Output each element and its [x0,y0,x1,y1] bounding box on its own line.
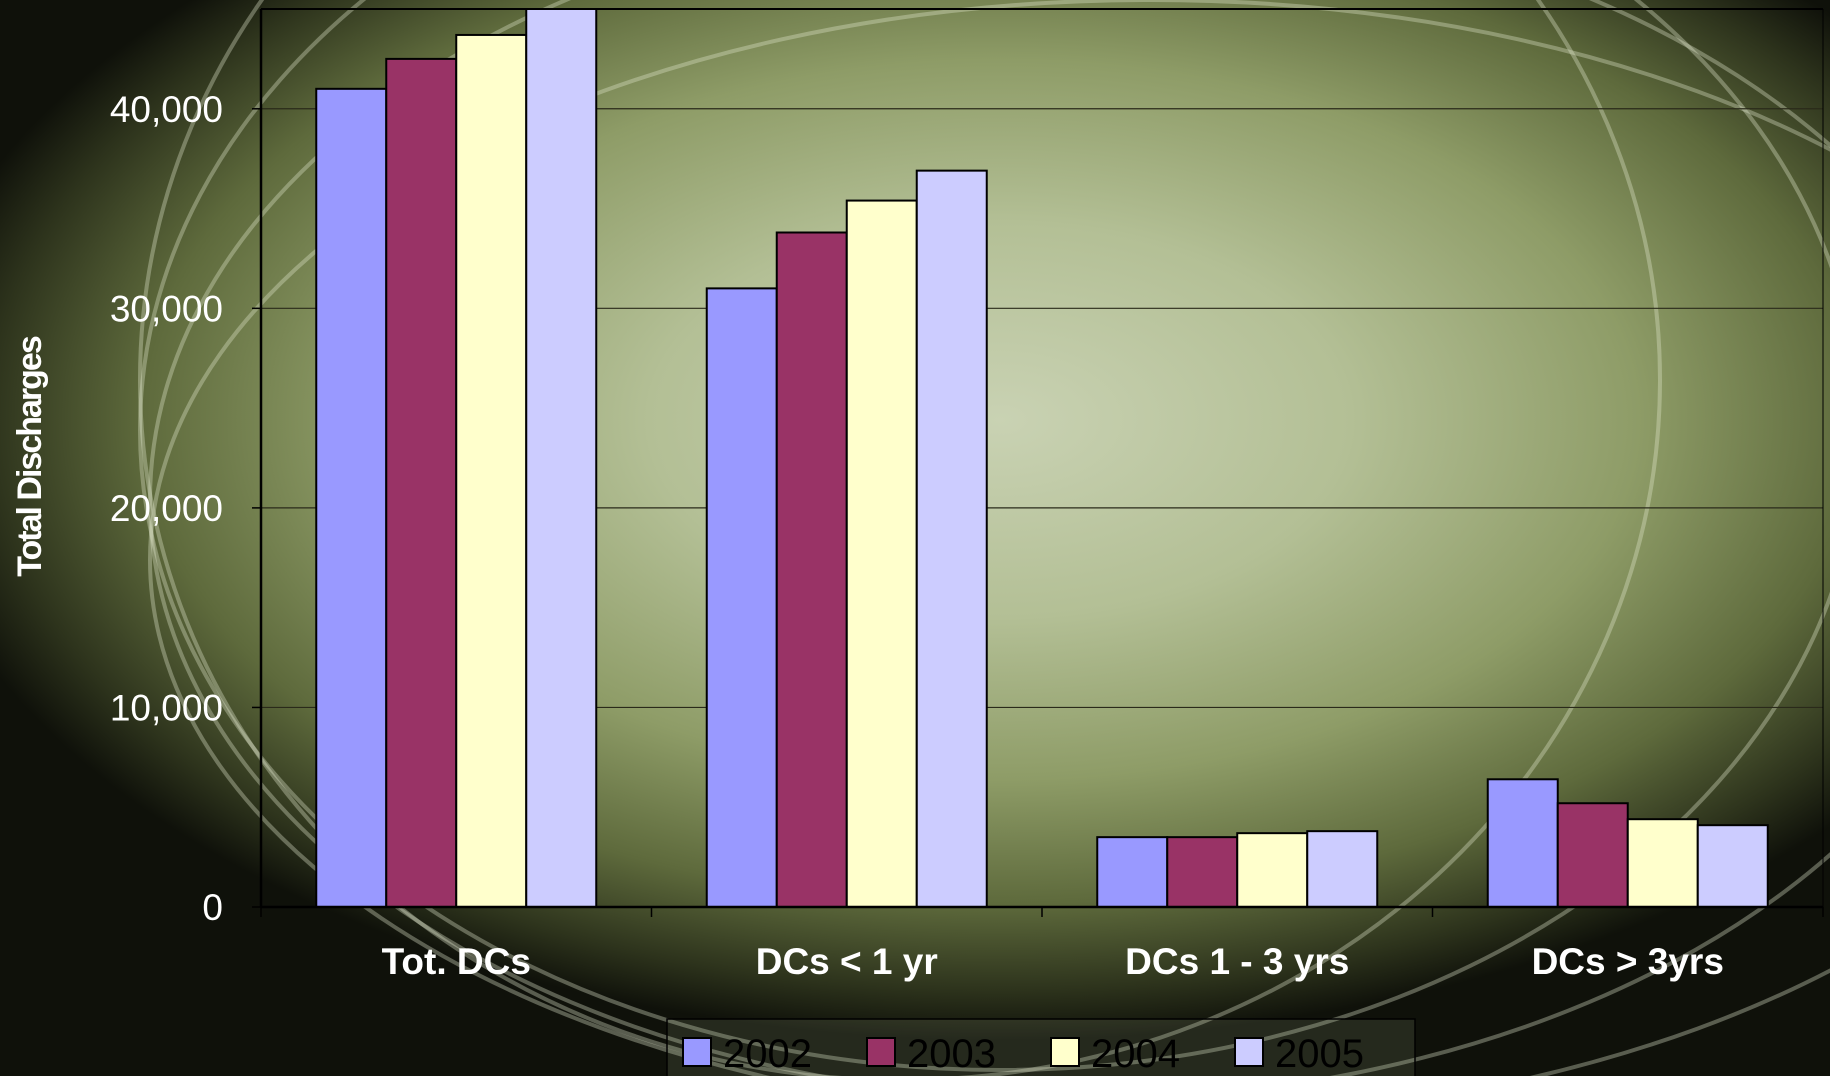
legend-swatch-2002 [682,1037,712,1067]
bar-2002 [315,87,388,909]
y-tick-label: 20,000 [110,488,223,529]
legend-label: 2005 [1275,1032,1364,1076]
y-tick-label: 30,000 [110,288,223,329]
legend: 2002 2003 2004 2005 [666,1018,1416,1076]
category-label: DCs < 1 yr [756,941,938,982]
bar-2002 [1486,778,1559,908]
legend-box [666,1018,1416,1076]
y-tick-label: 0 [202,887,223,928]
bar-2003 [385,57,458,908]
bar-2005 [915,169,988,908]
bar-2004 [1236,832,1309,908]
bar-2003 [1166,836,1239,909]
category-label: Tot. DCs [382,941,531,982]
bar-2003 [1556,802,1629,909]
bars [315,8,1769,909]
category-labels: Tot. DCs DCs < 1 yr DCs 1 - 3 yrs DCs > 3yr… [382,941,1724,982]
legend-label: 2003 [907,1032,996,1076]
axes [252,8,1824,917]
y-tick-labels: 0 10,000 20,000 30,000 40,000 [110,89,223,928]
category-label: DCs 1 - 3 yrs [1125,941,1349,982]
bar-2003 [775,231,848,909]
bar-2005 [1696,824,1769,909]
legend-swatch-2005 [1234,1037,1264,1067]
bar-2002 [1096,836,1169,909]
legend-label: 2004 [1091,1032,1180,1076]
bar-2002 [705,287,778,908]
bar-2004 [845,199,918,909]
y-tick-label: 10,000 [110,687,223,728]
y-tick-label: 40,000 [110,89,223,130]
category-label: DCs > 3yrs [1532,941,1724,982]
bar-2004 [455,33,528,909]
legend-swatch-2003 [866,1037,896,1067]
legend-swatch-2004 [1050,1037,1080,1067]
bar-2005 [1306,830,1379,908]
legend-label: 2002 [723,1032,812,1076]
bar-2004 [1626,818,1699,908]
bar-2005 [525,8,598,908]
y-axis-title: Total Discharges [11,336,49,577]
